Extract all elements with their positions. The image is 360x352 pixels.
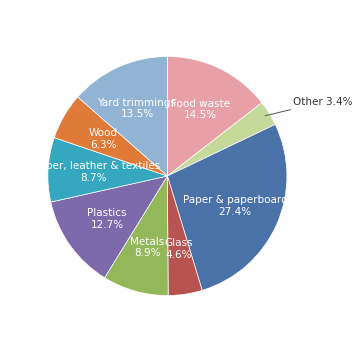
- Wedge shape: [167, 56, 262, 176]
- Wedge shape: [78, 56, 167, 176]
- Text: Food waste
14.5%: Food waste 14.5%: [171, 99, 230, 120]
- Wedge shape: [167, 125, 287, 290]
- Text: Metals
8.9%: Metals 8.9%: [130, 237, 165, 258]
- Text: Paper & paperboard
27.4%: Paper & paperboard 27.4%: [183, 195, 288, 217]
- Text: Rubber, leather & textiles
8.7%: Rubber, leather & textiles 8.7%: [26, 161, 161, 183]
- Wedge shape: [167, 176, 202, 296]
- Wedge shape: [48, 138, 167, 202]
- Text: Wood
6.3%: Wood 6.3%: [89, 128, 118, 150]
- Text: Glass
4.6%: Glass 4.6%: [164, 238, 193, 260]
- Text: Plastics
12.7%: Plastics 12.7%: [87, 208, 127, 230]
- Wedge shape: [105, 176, 168, 296]
- Wedge shape: [51, 176, 167, 278]
- Wedge shape: [167, 103, 275, 176]
- Text: Yard trimmings
13.5%: Yard trimmings 13.5%: [98, 98, 176, 119]
- Text: Other 3.4%: Other 3.4%: [265, 97, 353, 116]
- Wedge shape: [54, 97, 167, 176]
